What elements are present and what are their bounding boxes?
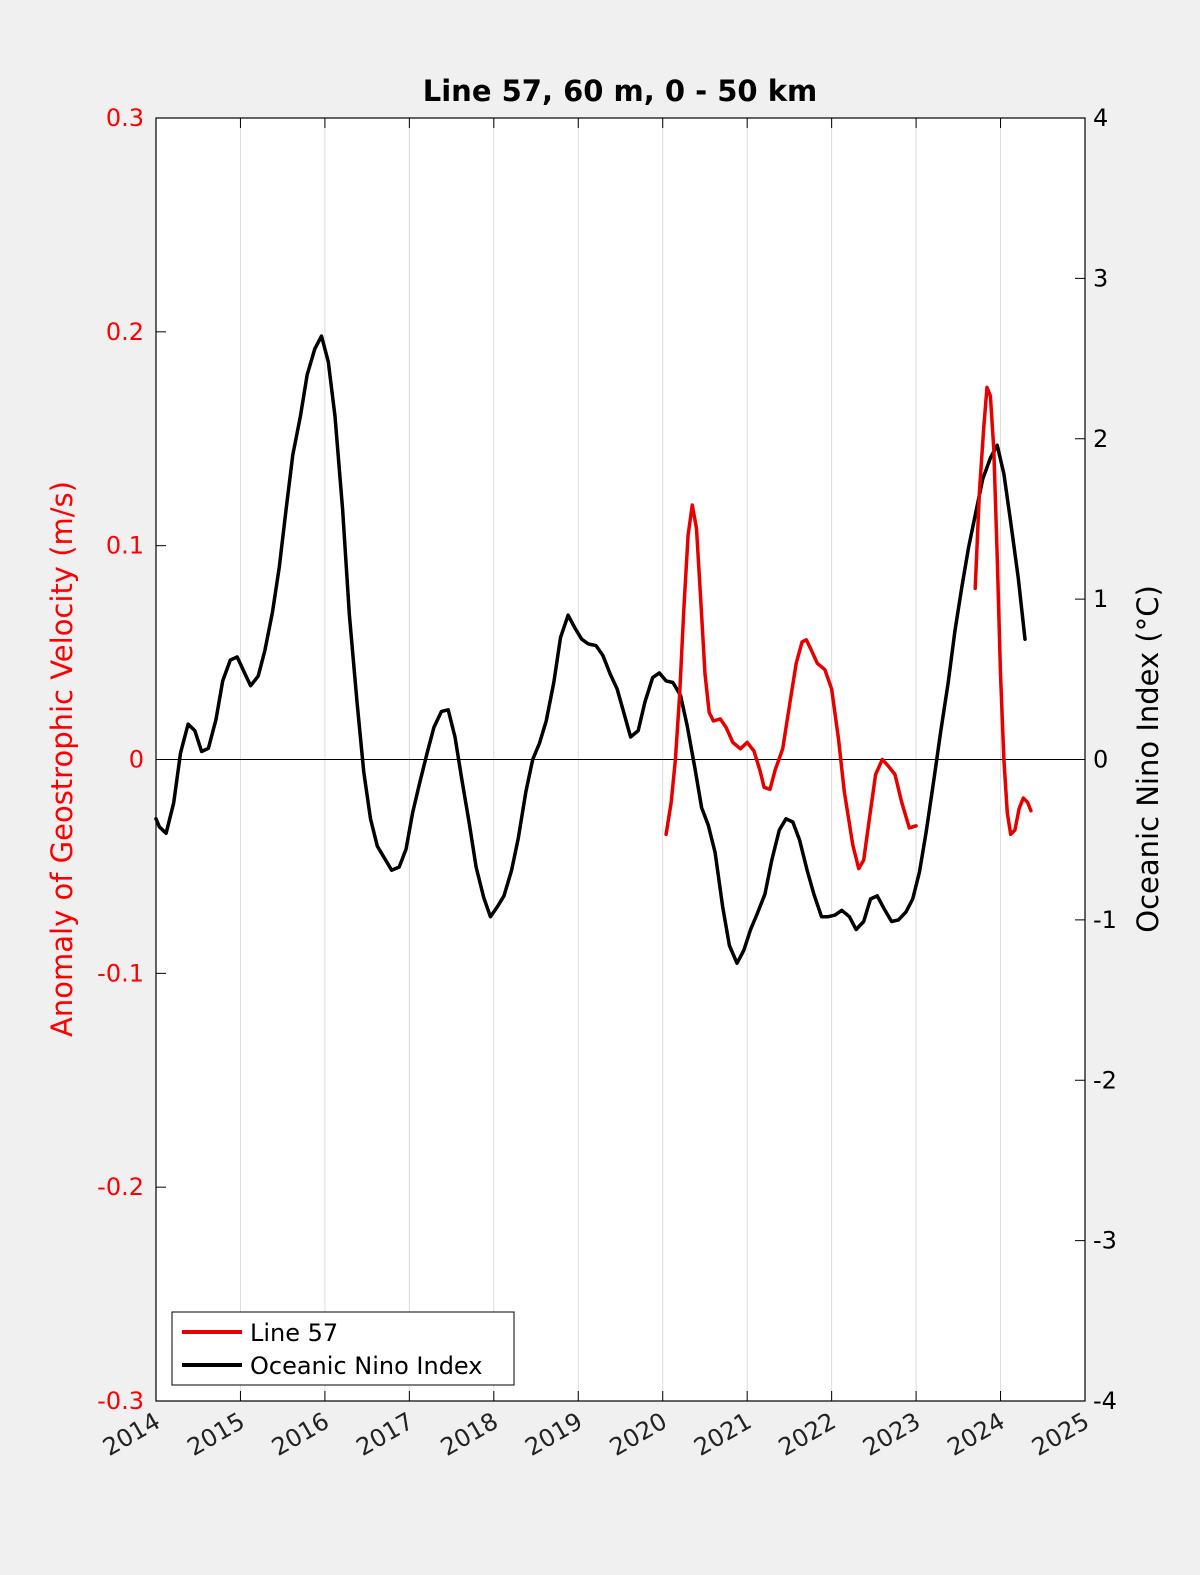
x-tick-label: 2023 [858,1407,925,1462]
x-tick-label: 2014 [98,1407,165,1462]
y-right-tick-label: -4 [1093,1387,1117,1415]
legend-label-oni: Oceanic Nino Index [250,1352,482,1380]
y-right-tick-label: -3 [1093,1227,1117,1255]
x-tick-label: 2019 [520,1407,587,1462]
y-left-tick-label: -0.1 [97,959,144,987]
x-tick-label: 2017 [351,1407,418,1462]
y-right-tick-label: 1 [1093,585,1108,613]
x-tick-label: 2016 [267,1407,334,1462]
oni-series-path [154,334,1027,965]
x-tick-label: 2015 [183,1407,250,1462]
series-layer [154,334,1033,965]
x-tick-label: 2018 [436,1407,503,1462]
chart-title: Line 57, 60 m, 0 - 50 km [423,74,817,108]
line57-series-path [973,385,1033,837]
legend-label-line57: Line 57 [250,1319,338,1347]
legend-box [171,1311,515,1386]
y-right-tick-label: -2 [1093,1066,1117,1094]
y-right-tick-label: 3 [1093,264,1108,292]
y-right-tick-label: -1 [1093,906,1117,934]
x-tick-label: 2021 [689,1407,756,1462]
y-right-tick-label: 2 [1093,425,1108,453]
y-right-tick-label: 4 [1093,104,1108,132]
y-left-tick-label: 0.1 [106,532,144,560]
y-left-tick-label: 0 [129,746,144,774]
x-tick-label: 2020 [605,1407,672,1462]
y-left-tick-label: 0.2 [106,318,144,346]
line57-series-path [664,503,918,871]
legend: Line 57 Oceanic Nino Index [171,1311,515,1386]
y-right-tick-label: 0 [1093,746,1108,774]
y-left-tick-label: -0.3 [97,1387,144,1415]
x-tick-label: 2025 [1027,1407,1094,1462]
y-left-tick-label: 0.3 [106,104,144,132]
x-tick-label: 2024 [943,1407,1010,1462]
y-right-axis-title: Oceanic Nino Index (°C) [1131,585,1165,933]
x-tick-label: 2022 [774,1407,841,1462]
y-left-axis-title: Anomaly of Geostrophic Velocity (m/s) [45,481,79,1037]
y-left-tick-label: -0.2 [97,1173,144,1201]
